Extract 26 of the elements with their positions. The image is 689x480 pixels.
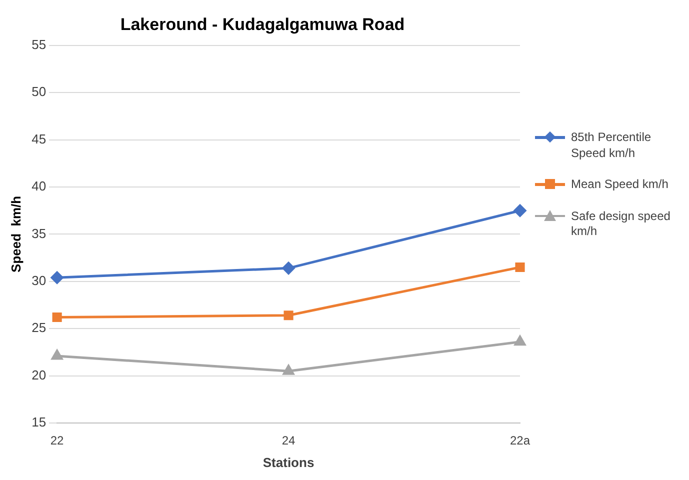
y-tick-label: 45 [32, 131, 46, 146]
y-tick-label: 30 [32, 272, 46, 288]
y-axis-title: Speed km/h [8, 196, 24, 272]
y-tick-label: 55 [32, 36, 46, 52]
point [282, 262, 295, 274]
point [514, 336, 526, 346]
legend-label: 85th Percentile Speed km/h [571, 130, 652, 162]
x-tick-label: 24 [282, 434, 296, 448]
y-tick-label: 25 [32, 320, 46, 336]
y-tick-label: 50 [32, 84, 46, 100]
chart-title: Lakeround - Kudagalgamuwa Road [120, 14, 405, 34]
x-axis-title: Stations [262, 454, 314, 470]
y-tick-label: 35 [32, 226, 46, 241]
point [515, 262, 525, 272]
y-tick-label: 40 [32, 178, 46, 194]
point [282, 364, 294, 375]
legend-label: Mean Speed km/h [571, 177, 668, 193]
x-tick-label: 22a [510, 434, 530, 448]
y-tick-label: 15 [32, 414, 46, 430]
point [514, 204, 526, 217]
y-tick-label: 20 [32, 367, 46, 382]
x-tick-label: 22 [50, 434, 64, 448]
point [52, 312, 62, 322]
point [284, 310, 294, 320]
legend-label: Safe design speed km/h [571, 208, 672, 240]
point [51, 350, 63, 360]
